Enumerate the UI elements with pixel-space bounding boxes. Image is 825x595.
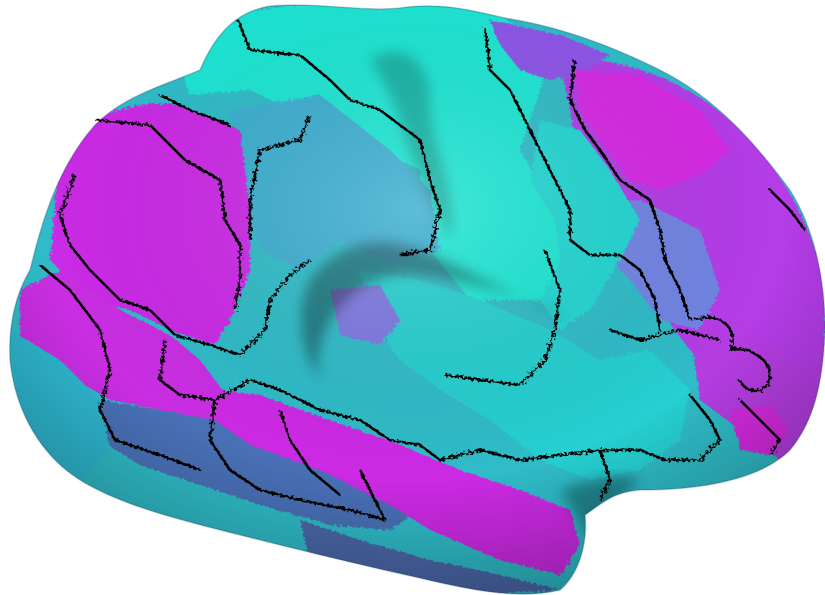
boundary-7 [209, 258, 311, 357]
boundary-4 [94, 118, 242, 311]
boundary-2 [248, 114, 312, 240]
boundary-20 [739, 399, 782, 456]
boundary-1 [236, 19, 442, 257]
boundary-13 [483, 27, 572, 240]
boundary-10 [249, 378, 421, 447]
boundary-5 [58, 174, 211, 347]
boundary-18 [694, 316, 772, 392]
boundary-15 [569, 238, 662, 331]
boundary-3 [159, 93, 231, 127]
boundary-16 [444, 249, 562, 387]
boundary-22 [598, 449, 612, 501]
boundary-12 [358, 469, 387, 521]
boundary-11 [278, 409, 341, 496]
boundary-6 [39, 264, 201, 472]
boundary-14 [568, 59, 692, 321]
parcel-boundaries [39, 19, 807, 522]
boundary-8 [158, 339, 251, 402]
boundary-23 [769, 189, 807, 231]
boundary-19 [639, 394, 722, 462]
boundary-17 [609, 328, 721, 342]
boundary-9 [208, 399, 386, 522]
